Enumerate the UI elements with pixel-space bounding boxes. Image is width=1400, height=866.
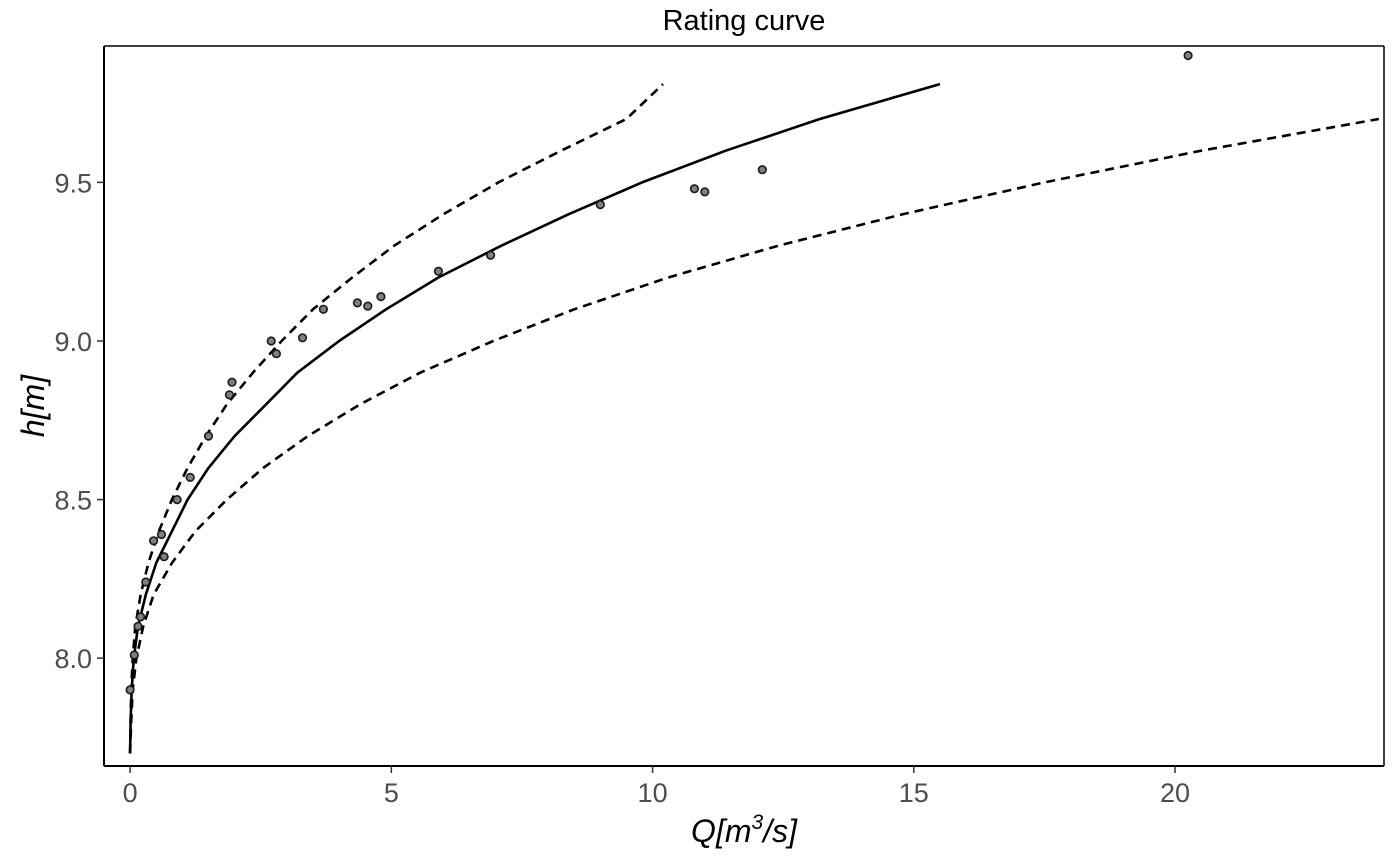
observation-point [156, 529, 167, 540]
observation-point [318, 304, 329, 314]
chart-title: Rating curve [663, 5, 826, 37]
observation-point [363, 301, 373, 311]
observation-point [271, 349, 282, 359]
x-axis-title-unit: m [725, 813, 752, 849]
y-axis-title: h[m] [15, 374, 51, 437]
observation-point [136, 612, 146, 622]
observation-point [376, 292, 386, 302]
x-tick-label: 0 [123, 778, 138, 808]
observation-point [1183, 50, 1193, 61]
observation-point [203, 431, 214, 441]
x-axis-title-pre: Q[ [691, 813, 728, 849]
series-line-0-solid [128, 82, 941, 754]
observation-point [227, 377, 237, 387]
x-axis-title-post: /s] [761, 813, 798, 849]
plot-area [125, 50, 1380, 754]
y-tick-label: 9.5 [54, 168, 92, 198]
observation-point [172, 495, 182, 505]
y-tick-label: 9.0 [54, 327, 92, 357]
observation-point [125, 685, 135, 695]
observation-point [433, 266, 444, 276]
observation-point [689, 184, 700, 194]
observation-point [352, 298, 363, 308]
x-tick-label: 20 [1160, 778, 1190, 808]
x-tick-label: 10 [638, 778, 668, 808]
observation-point [224, 390, 234, 400]
observation-point [185, 472, 195, 483]
observation-point [159, 552, 169, 562]
axes [103, 45, 1385, 767]
observation-point [297, 333, 308, 343]
observation-point [149, 536, 159, 546]
observation-point [141, 577, 151, 587]
observation-point [595, 200, 605, 210]
observation-point [266, 336, 276, 346]
x-axis-title-exp: 3 [751, 811, 763, 834]
x-tick-label: 15 [899, 778, 929, 808]
observation-point [129, 650, 139, 660]
observation-point [486, 250, 496, 260]
x-tick-label: 5 [384, 778, 399, 808]
observation-point [133, 621, 143, 632]
x-axis-title: Q[m3/s] [691, 811, 798, 849]
observation-point [757, 165, 767, 175]
observation-point [700, 187, 710, 197]
y-tick-label: 8.5 [54, 486, 92, 516]
x-axis-ticks: 0 5 10 15 20 [123, 766, 1190, 808]
series-line-2-dashed [128, 117, 1380, 754]
series-line-1-dashed [128, 83, 664, 754]
y-tick-label: 8.0 [54, 644, 92, 674]
y-axis-ticks: 8.0 8.5 9.0 9.5 [54, 168, 104, 674]
